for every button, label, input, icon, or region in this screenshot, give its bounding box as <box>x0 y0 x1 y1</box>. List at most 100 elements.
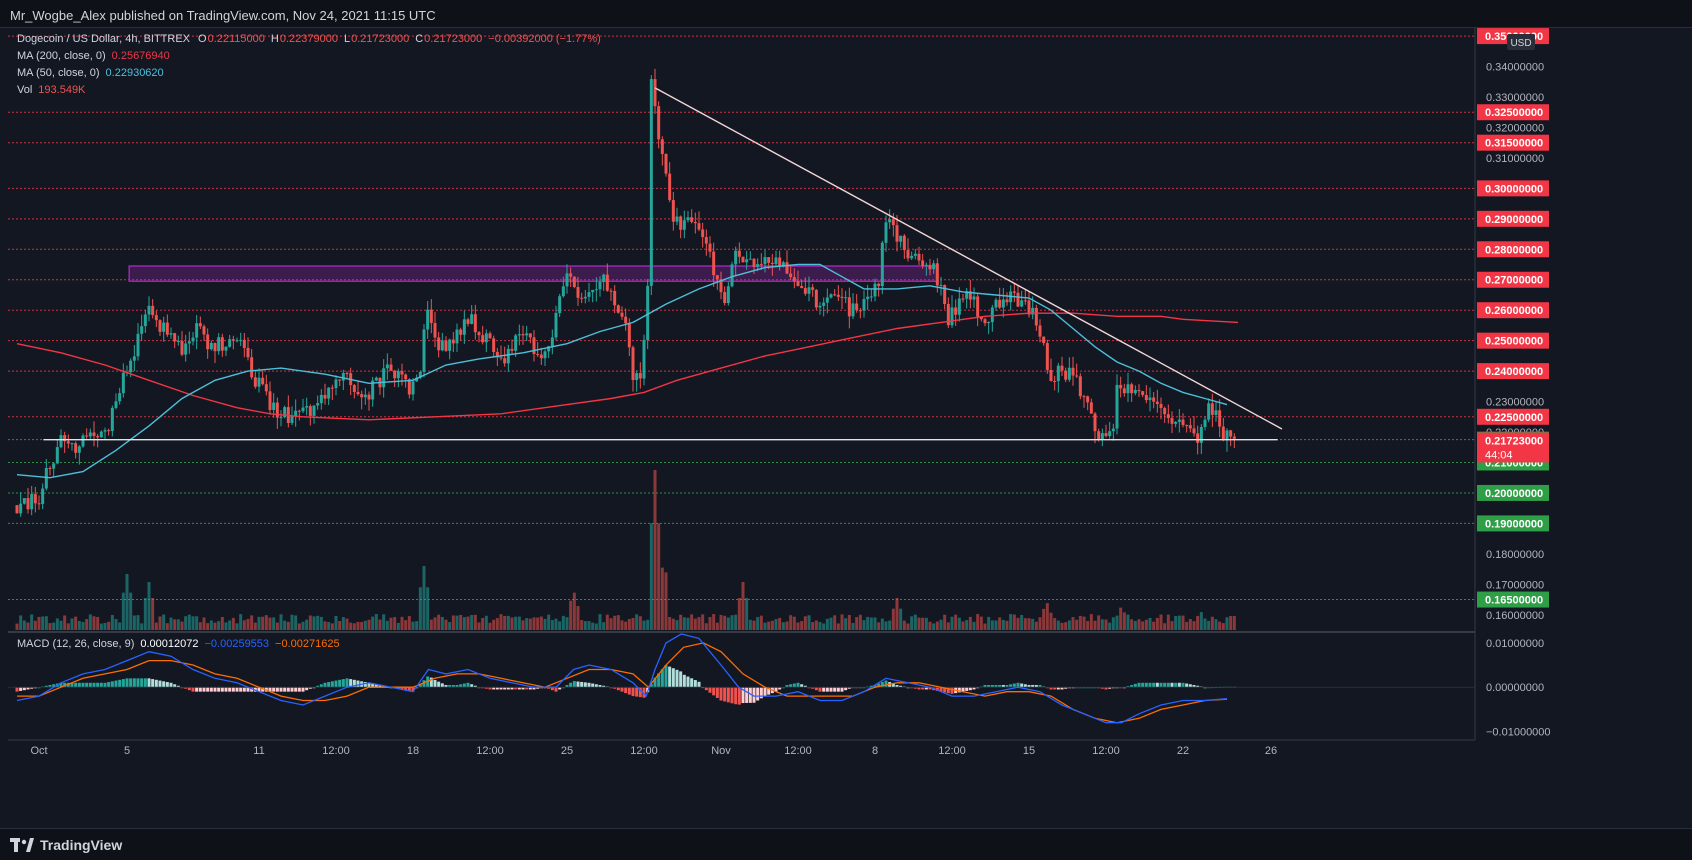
macd-hist-bar <box>734 687 738 705</box>
volume-bar <box>48 623 52 630</box>
macd-hist-bar <box>132 678 136 688</box>
volume-bar <box>451 615 455 630</box>
volume-bar <box>631 617 635 630</box>
volume-bar <box>1166 614 1170 630</box>
price-level-badge <box>1477 241 1549 258</box>
candle-body <box>675 216 679 222</box>
macd-hist-bar <box>528 687 532 690</box>
volume-bar <box>151 598 155 630</box>
volume-bar <box>752 620 756 630</box>
candle-body <box>1056 365 1060 382</box>
volume-bar <box>730 615 734 630</box>
macd-hist-bar <box>583 682 587 688</box>
candle-body <box>781 262 785 267</box>
volume-bar <box>580 620 584 630</box>
macd-hist-bar <box>506 687 510 690</box>
candle-body <box>1185 425 1189 427</box>
macd-hist-bar <box>418 684 422 688</box>
candle-body <box>1188 425 1192 429</box>
candle-body <box>583 296 587 299</box>
macd-hist-bar <box>924 687 928 690</box>
macd-hist-bar <box>844 687 848 691</box>
macd-hist-bar <box>1023 684 1027 688</box>
candle-body <box>85 435 89 437</box>
volume-bar <box>682 617 686 630</box>
candle-body <box>136 333 140 357</box>
candle-body <box>924 264 928 266</box>
candle-body <box>638 373 642 379</box>
candle-body <box>759 264 763 266</box>
price-tick-label: 0.23000000 <box>1486 397 1544 409</box>
volume-bar <box>510 617 514 630</box>
candle-body <box>132 356 136 361</box>
candle-body <box>1020 300 1024 307</box>
time-tick-label: 12:00 <box>784 745 812 757</box>
candle-body <box>767 257 771 263</box>
macd-hist-bar <box>272 687 276 692</box>
candle-body <box>118 393 122 402</box>
macd-hist-bar <box>59 682 63 688</box>
candle-body <box>605 274 609 291</box>
macd-hist-bar <box>811 687 815 689</box>
macd-hist-bar <box>455 685 459 688</box>
macd-hist-bar <box>1181 682 1185 688</box>
volume-bar <box>664 572 668 630</box>
macd-hist-bar <box>594 684 598 688</box>
candle-body <box>572 276 576 288</box>
chart[interactable]: 0.34000000 0.33000000 0.32000000 0.31000000… <box>0 28 1692 828</box>
candle-body <box>521 334 525 336</box>
ma50-legend-label: MA (50, close, 0) <box>17 67 100 79</box>
macd-hist-bar <box>1130 685 1134 688</box>
macd-hist-bar <box>121 679 125 688</box>
candle-body <box>404 374 408 380</box>
candle-body <box>965 291 969 299</box>
macd-hist-bar <box>642 687 646 698</box>
volume-bar <box>1089 614 1093 630</box>
macd-hist-bar <box>63 682 67 688</box>
candle-body <box>107 430 111 432</box>
macd-signal-value: −0.00271625 <box>275 638 340 650</box>
candle-body <box>393 370 397 379</box>
candle-body <box>506 348 510 364</box>
macd-hist-bar <box>613 687 617 689</box>
macd-hist-bar <box>158 680 162 688</box>
volume-bar <box>756 617 760 630</box>
volume-bar <box>965 620 969 630</box>
macd-hist-bar <box>268 687 272 692</box>
candle-body <box>803 288 807 294</box>
macd-hist-bar <box>1174 682 1178 688</box>
macd-hist-bar <box>580 681 584 688</box>
candle-body <box>635 373 639 381</box>
volume-bar <box>136 615 140 630</box>
volume-bar <box>110 614 114 630</box>
macd-hist-bar <box>1053 687 1057 690</box>
volume-bar <box>286 621 290 630</box>
candle-body <box>983 319 987 324</box>
volume-bar <box>268 617 272 630</box>
volume-bar <box>118 622 122 630</box>
candle-body <box>198 323 202 327</box>
macd-hist-bar <box>250 687 254 692</box>
candle-body <box>316 403 320 406</box>
volume-bar <box>704 623 708 630</box>
volume-bar <box>539 616 543 630</box>
tradingview-logo[interactable]: TradingView <box>10 837 122 853</box>
volume-bar <box>994 620 998 630</box>
macd-hist-bar <box>1133 683 1137 688</box>
volume-bar <box>1174 616 1178 630</box>
macd-hist-bar <box>242 687 246 692</box>
macd-hist-bar <box>338 679 342 688</box>
macd-hist-bar <box>103 682 107 688</box>
candle-body <box>686 217 690 221</box>
macd-hist-bar <box>1185 683 1189 688</box>
ohlc-value: 0.22115000 <box>208 33 265 45</box>
volume-bar <box>1075 619 1079 630</box>
candle-body <box>642 339 646 379</box>
candle-body <box>459 329 463 335</box>
macd-hist-bar <box>873 685 877 688</box>
macd-hist-bar <box>697 681 701 688</box>
volume-bar <box>495 618 499 630</box>
candle-body <box>37 503 41 505</box>
macd-hist-bar <box>26 687 30 690</box>
volume-bar <box>818 621 822 630</box>
